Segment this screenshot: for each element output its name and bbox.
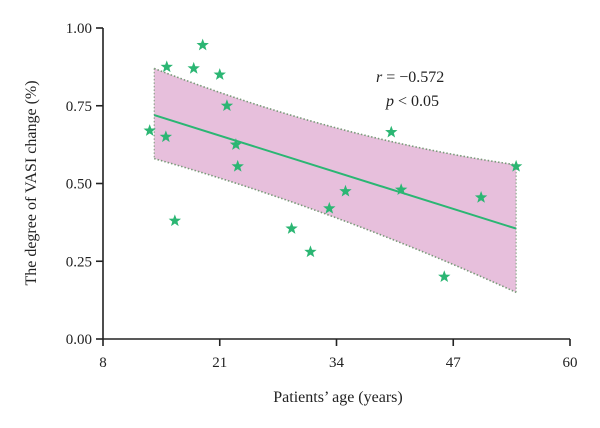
y-tick-label: 0.00 — [66, 332, 92, 348]
confidence-band-fill — [154, 68, 517, 293]
data-point — [394, 183, 408, 195]
r-symbol: r — [376, 69, 383, 86]
confidence-band-lower — [153, 157, 517, 294]
data-point — [187, 61, 200, 74]
data-point — [339, 184, 352, 197]
data-point — [220, 99, 234, 112]
axes: 0.00 0.25 0.50 0.75 1.00 8 21 34 47 60 — [66, 21, 578, 371]
data-point — [168, 214, 182, 227]
x-tick-label: 47 — [446, 355, 462, 371]
data-point — [438, 270, 451, 283]
y-axis-label: The degree of VASI change (%) — [23, 80, 40, 285]
data-point — [196, 38, 209, 51]
x-tick-label: 8 — [99, 355, 107, 371]
data-point — [323, 201, 336, 214]
confidence-band-layer — [153, 67, 517, 294]
p-value: < 0.05 — [394, 93, 439, 110]
p-value-annotation: p < 0.05 — [385, 93, 439, 110]
r-value: = −0.572 — [382, 69, 444, 86]
x-tick-label: 34 — [329, 355, 345, 371]
data-point — [385, 125, 398, 138]
y-tick-label: 1.00 — [66, 21, 92, 37]
x-tick-label: 60 — [563, 355, 578, 371]
data-point — [159, 130, 173, 143]
x-axis-label: Patients’ age (years) — [273, 389, 402, 406]
data-point — [474, 191, 488, 203]
y-tick-label: 0.50 — [66, 177, 92, 193]
data-point — [231, 159, 244, 172]
p-symbol: p — [385, 93, 394, 110]
regression-line — [153, 114, 517, 230]
y-tick-label: 0.25 — [66, 254, 92, 270]
y-tick-label: 0.75 — [66, 99, 92, 115]
data-points — [143, 38, 523, 283]
data-point — [213, 68, 226, 80]
data-point — [304, 245, 317, 258]
data-point — [160, 60, 173, 73]
data-point — [285, 222, 298, 234]
data-point — [229, 138, 243, 150]
correlation-annotation: r = −0.572 — [376, 69, 444, 86]
data-point — [143, 124, 156, 136]
regression-line-layer — [153, 114, 517, 230]
data-point — [509, 159, 523, 172]
confidence-band-upper — [153, 67, 517, 166]
x-tick-label: 21 — [212, 355, 227, 371]
